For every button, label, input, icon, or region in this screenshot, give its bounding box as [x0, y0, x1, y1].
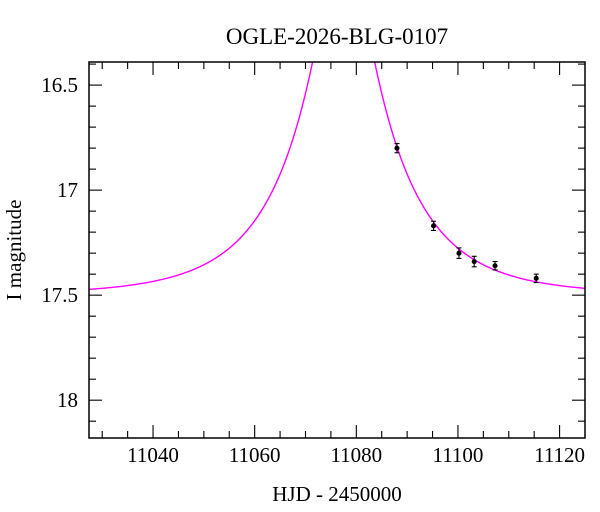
- x-tick-label: 11060: [229, 443, 281, 467]
- y-tick-label: 17.5: [41, 283, 78, 307]
- plot-frame: [88, 61, 586, 439]
- y-tick-label: 16.5: [41, 73, 78, 97]
- data-series: [394, 142, 539, 284]
- x-tick-label: 11040: [127, 443, 179, 467]
- y-tick-label: 17: [57, 178, 78, 202]
- x-tick-label: 11120: [534, 443, 585, 467]
- data-point: [533, 275, 539, 281]
- data-point: [471, 259, 477, 265]
- y-tick-label: 18: [57, 388, 78, 412]
- x-tick-label: 11080: [330, 443, 382, 467]
- x-axis-label: HJD - 2450000: [272, 482, 402, 506]
- chart-title: OGLE-2026-BLG-0107: [226, 24, 448, 49]
- x-tick-label: 11100: [432, 443, 483, 467]
- data-point: [492, 263, 498, 269]
- data-point: [431, 223, 437, 229]
- y-axis-label: I magnitude: [2, 200, 26, 301]
- data-point: [456, 250, 462, 256]
- data-point: [394, 145, 400, 151]
- axis-ticks: [89, 62, 585, 438]
- model-curve: [89, 62, 585, 291]
